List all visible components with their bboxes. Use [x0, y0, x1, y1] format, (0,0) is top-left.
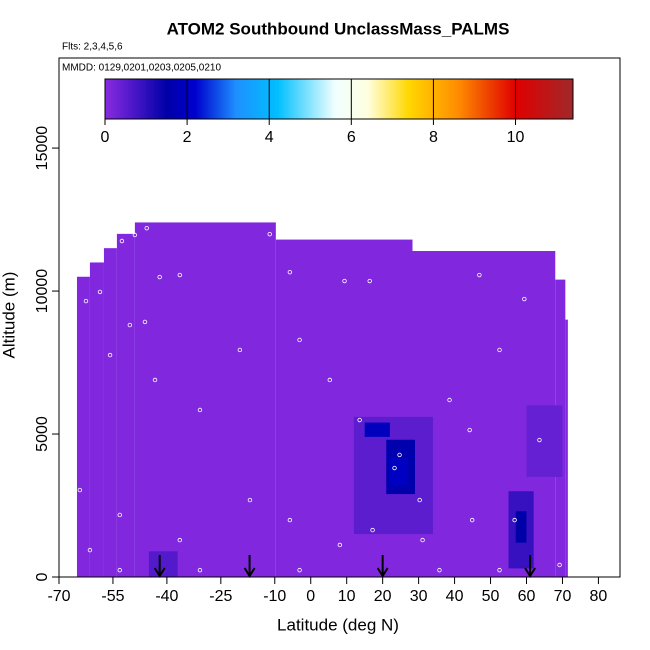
sample-point: [469, 517, 475, 523]
sample-point: [392, 465, 397, 471]
sample-point: [237, 347, 243, 353]
sample-point: [417, 497, 422, 503]
colorbar-tick-label: 4: [265, 129, 274, 146]
x-tick-label: 10: [338, 588, 356, 605]
sample-point: [397, 452, 402, 458]
heat-cell: [134, 222, 276, 577]
arrow-head: [153, 567, 166, 578]
x-tick-label: -10: [263, 588, 286, 605]
sample-point: [537, 437, 542, 443]
x-tick-label: 0: [306, 588, 315, 605]
sample-point: [157, 274, 162, 280]
sample-point: [142, 319, 148, 325]
flight-arrow: [243, 555, 256, 578]
flight-arrow: [153, 555, 166, 578]
y-tick-label: 0: [34, 572, 51, 581]
heat-cell: [116, 233, 135, 577]
sample-point: [87, 547, 93, 553]
sample-point: [119, 238, 125, 244]
heat-cell: [565, 319, 568, 577]
heat-cell: [148, 551, 178, 577]
sample-point: [247, 497, 253, 503]
heat-cell: [89, 262, 104, 577]
sample-point: [197, 407, 203, 413]
y-tick-label: 5000: [34, 416, 51, 452]
sample-point: [512, 517, 517, 523]
heat-cell: [515, 511, 527, 543]
heat-cell: [526, 405, 563, 477]
arrow-head: [524, 567, 536, 578]
sample-point: [177, 537, 183, 543]
colorbar-tick-label: 6: [347, 129, 356, 146]
heat-cell: [76, 276, 90, 577]
arrow-head: [243, 567, 256, 578]
x-tick-label: 70: [554, 588, 572, 605]
flight-arrow: [376, 555, 389, 578]
annotation: Flts: 2,3,4,5,6: [62, 42, 123, 53]
colorbar-tick-label: 10: [507, 129, 525, 146]
sample-point: [152, 377, 158, 383]
colorbar: [104, 78, 574, 120]
y-tick-label: 15000: [34, 126, 51, 171]
colorbar-tick-label: 8: [429, 129, 438, 146]
sample-point: [83, 298, 89, 304]
y-tick-label: 10000: [34, 269, 51, 314]
x-tick-label: 40: [446, 588, 464, 605]
x-tick-label: 60: [518, 588, 536, 605]
x-tick-label: -40: [155, 588, 178, 605]
sample-point: [117, 567, 122, 573]
chart-title: ATOM2 Southbound UnclassMass_PALMS: [167, 19, 510, 38]
sample-point: [327, 377, 332, 383]
sample-point: [144, 225, 149, 231]
x-tick-label: -25: [209, 588, 232, 605]
arrow-head: [376, 567, 389, 578]
x-tick-label: -55: [101, 588, 124, 605]
x-tick-label: 30: [410, 588, 428, 605]
sample-point: [497, 567, 502, 573]
sample-point: [367, 278, 372, 284]
sample-point: [117, 512, 122, 518]
heat-cell: [103, 248, 117, 577]
sample-point: [557, 562, 562, 568]
sample-point: [287, 269, 293, 275]
heat-cell: [364, 422, 390, 437]
sample-point: [477, 272, 482, 278]
x-tick-label: 80: [590, 588, 608, 605]
sample-point: [297, 567, 302, 573]
x-axis-label: Latitude (deg N): [277, 615, 399, 634]
colorbar-tick-label: 0: [101, 129, 110, 146]
sample-point: [127, 322, 133, 328]
sample-point: [420, 537, 425, 543]
x-tick-label: 20: [374, 588, 392, 605]
sample-point: [297, 337, 302, 343]
sample-point: [77, 487, 83, 493]
sample-point: [342, 278, 347, 284]
sample-point: [522, 296, 527, 302]
sample-point: [467, 427, 472, 433]
sample-point: [267, 231, 272, 237]
sample-point: [337, 542, 343, 548]
sample-point: [370, 527, 375, 533]
x-tick-label: -70: [47, 588, 70, 605]
sample-point: [287, 517, 293, 523]
sample-point: [357, 417, 362, 423]
heat-cell: [389, 456, 408, 486]
colorbar-tick-label: 2: [183, 129, 192, 146]
sample-point: [447, 397, 452, 403]
sample-point: [107, 352, 113, 358]
plot-frame: [58, 57, 621, 578]
sample-point: [177, 272, 183, 278]
sample-point: [97, 289, 103, 295]
sample-point: [497, 347, 502, 353]
annotation: MMDD: 0129,0201,0203,0205,0210: [62, 63, 221, 74]
x-tick-label: 50: [482, 588, 500, 605]
sample-point: [437, 567, 442, 573]
y-axis-label: Altitude (m): [0, 272, 18, 359]
flight-arrow: [524, 555, 536, 578]
sample-point: [132, 232, 138, 238]
sample-point: [197, 567, 203, 573]
